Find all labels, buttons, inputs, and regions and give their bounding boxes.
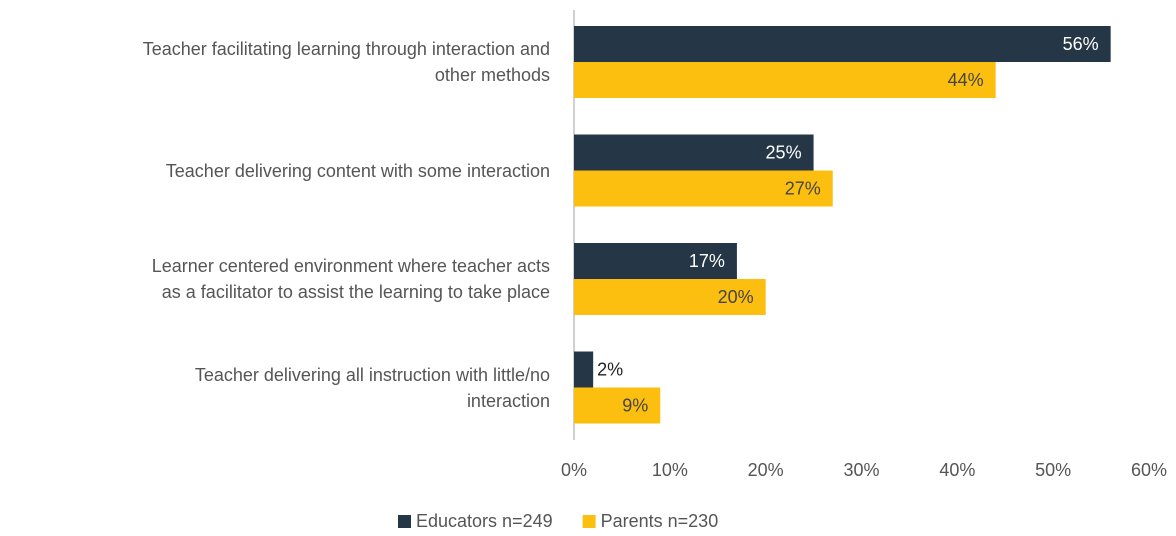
bar [574, 279, 766, 315]
category-label: Teacher delivering content with some int… [165, 160, 550, 181]
value-label: 20% [718, 287, 754, 307]
value-label: 9% [622, 395, 648, 415]
value-label: 44% [948, 70, 984, 90]
bar [574, 62, 996, 98]
x-tick-label: 0% [561, 460, 587, 480]
value-label: 27% [785, 178, 821, 198]
value-label: 25% [766, 142, 802, 162]
bar [574, 351, 594, 388]
x-tick-label: 30% [843, 460, 879, 480]
x-tick-label: 20% [748, 460, 784, 480]
category-label: Learner centered environment where teach… [151, 256, 550, 302]
x-tick-label: 10% [652, 460, 688, 480]
x-tick-label: 40% [939, 460, 975, 480]
category-label: Teacher delivering all instruction with … [194, 364, 550, 411]
legend-label: Parents n=230 [601, 511, 719, 531]
bar [574, 26, 1111, 62]
bar [574, 134, 814, 171]
bar [574, 243, 737, 279]
bar [574, 387, 661, 424]
legend-swatch [582, 515, 596, 528]
value-label: 2% [597, 359, 623, 379]
legend-label: Educators n=249 [416, 511, 553, 531]
legend-swatch [398, 515, 411, 528]
value-label: 17% [689, 251, 725, 271]
value-label: 56% [1063, 34, 1099, 54]
bar [574, 170, 833, 207]
x-tick-label: 50% [1035, 460, 1071, 480]
category-label: Teacher facilitating learning through in… [142, 39, 550, 85]
x-tick-label: 60% [1131, 460, 1167, 480]
